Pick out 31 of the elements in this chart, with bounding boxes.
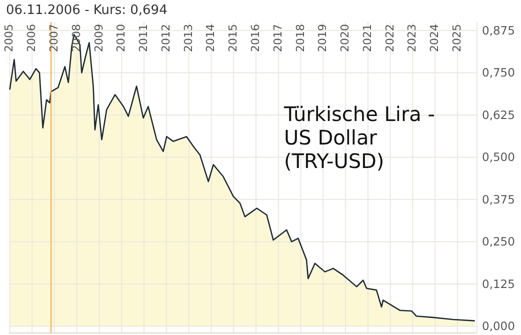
y-tick-label: 0,000 xyxy=(482,319,515,334)
x-tick-label: 2006 xyxy=(25,24,38,52)
x-tick-label: 2016 xyxy=(248,24,262,52)
x-tick-label: 2015 xyxy=(226,24,240,52)
x-tick-label: 2023 xyxy=(406,24,419,52)
y-tick-label: 0,750 xyxy=(482,66,515,80)
x-tick-label: 2009 xyxy=(92,24,106,52)
x-tick-label: 2007 xyxy=(47,24,60,52)
x-tick-label: 2013 xyxy=(182,24,195,52)
y-tick-label: 0,625 xyxy=(482,108,515,122)
x-tick-label: 2020 xyxy=(338,24,352,52)
y-tick-label: 0,375 xyxy=(482,192,515,206)
x-tick-label: 2017 xyxy=(271,24,284,52)
x-tick-label: 2022 xyxy=(383,24,396,52)
x-tick-label: 2021 xyxy=(360,24,374,52)
x-tick-label: 2005 xyxy=(2,24,16,52)
x-tick-label: 2008 xyxy=(70,24,83,52)
x-tick-label: 2019 xyxy=(316,24,330,52)
x-tick-label: 2024 xyxy=(428,24,442,52)
x-tick-label: 2012 xyxy=(159,24,172,52)
x-tick-label: 2025 xyxy=(450,24,464,52)
x-tick-label: 2011 xyxy=(137,24,150,52)
y-tick-label: 0,125 xyxy=(482,276,515,291)
x-tick-label: 2018 xyxy=(294,24,307,52)
y-tick-label: 0,875 xyxy=(482,23,515,38)
y-tick-label: 0,250 xyxy=(482,234,515,249)
y-tick-label: 0,500 xyxy=(482,150,515,164)
ref-line-label: 06.11.2006 - Kurs: 0,694 xyxy=(6,3,168,18)
x-tick-label: 2014 xyxy=(204,24,218,52)
x-tick-label: 2010 xyxy=(114,24,128,52)
text: Türkische Lira - US Dollar (TRY-USD) xyxy=(283,102,436,173)
